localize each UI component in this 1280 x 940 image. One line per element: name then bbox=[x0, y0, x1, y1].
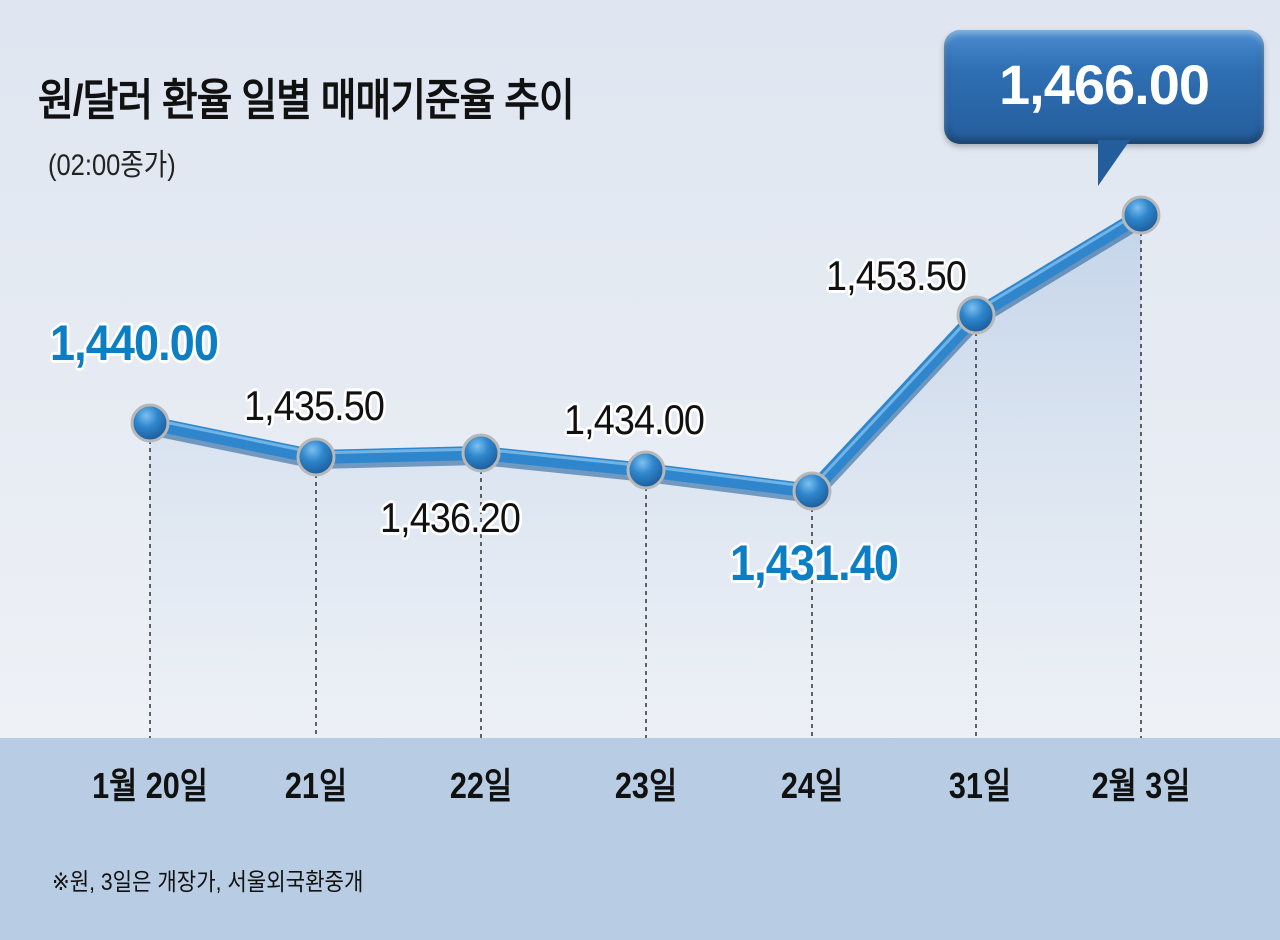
chart-title: 원/달러 환율 일별 매매기준율 추이 bbox=[38, 76, 575, 125]
callout-tail bbox=[1098, 140, 1130, 186]
data-points bbox=[130, 195, 1161, 511]
x-label-feb3: 2월 3일 bbox=[1091, 765, 1191, 806]
x-label-jan20: 1월 20일 bbox=[92, 765, 208, 806]
data-label-24: 1,431.40 bbox=[730, 535, 899, 591]
x-label-31: 31일 bbox=[948, 765, 1012, 806]
source-footnote: ※원, 3일은 개장가, 서울외국환중개 bbox=[52, 869, 364, 896]
data-label-22: 1,436.20 bbox=[380, 494, 521, 541]
x-label-23: 23일 bbox=[614, 765, 678, 806]
drop-lines bbox=[149, 232, 1142, 738]
data-label-21: 1,435.50 bbox=[244, 382, 385, 429]
x-axis-band bbox=[0, 738, 1280, 940]
callout-value: 1,466.00 bbox=[999, 53, 1210, 116]
data-label-23: 1,434.00 bbox=[564, 396, 705, 443]
x-label-24: 24일 bbox=[780, 765, 844, 806]
data-label-31: 1,453.50 bbox=[826, 252, 967, 299]
x-label-21: 21일 bbox=[284, 765, 348, 806]
chart-subtitle: (02:00종가) bbox=[48, 149, 176, 182]
data-label-jan20: 1,440.00 bbox=[50, 315, 219, 371]
latest-value-callout: 1,466.00 bbox=[944, 30, 1264, 144]
x-label-22: 22일 bbox=[449, 765, 513, 806]
